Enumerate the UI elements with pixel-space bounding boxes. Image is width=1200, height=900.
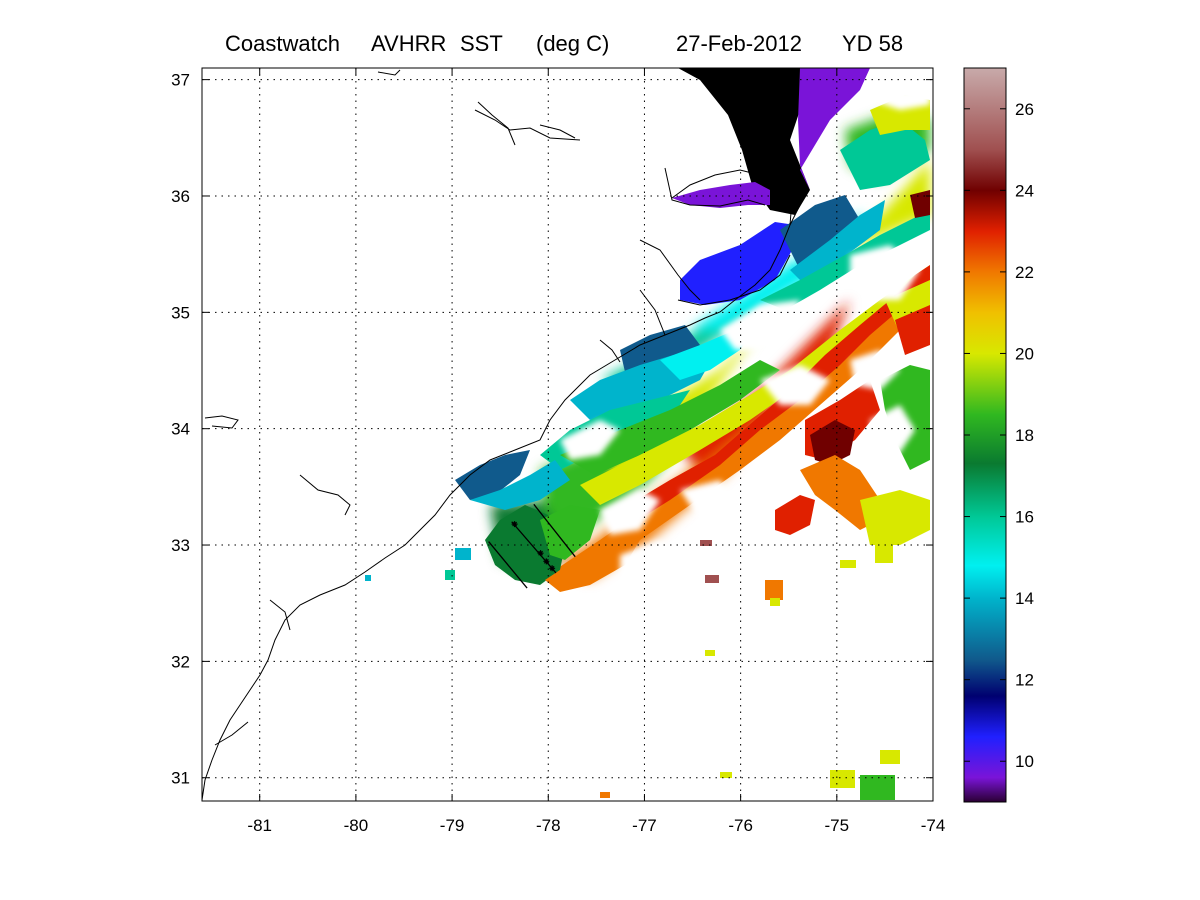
- figure-title: Coastwatch AVHRR SST (deg C) 27-Feb-2012…: [225, 31, 903, 56]
- pixel-patch: [880, 750, 900, 764]
- pixel-patch: [830, 770, 855, 788]
- station-marker: [549, 565, 556, 572]
- x-tick-label: -76: [728, 816, 753, 835]
- x-tick-label: -75: [825, 816, 850, 835]
- black-cold-water: [678, 68, 870, 215]
- x-tick-label: -74: [921, 816, 946, 835]
- latitude-axis: 31 32 33 34 35 36 37: [171, 71, 933, 788]
- map-frame: [201, 67, 934, 802]
- pixel-patch: [840, 560, 856, 568]
- transect-line: [533, 503, 576, 558]
- albemarle-sound: [672, 182, 770, 208]
- y-tick-label: 35: [171, 303, 190, 322]
- cloud-mask: [560, 90, 930, 590]
- station-marker: [543, 558, 550, 565]
- pixel-patch: [700, 540, 712, 546]
- red-patch-south: [775, 495, 815, 535]
- colorbar-gradient: [963, 67, 1007, 803]
- transect-line: [511, 521, 557, 574]
- outer-banks-shelf: [780, 195, 860, 270]
- sst-field: [202, 68, 930, 801]
- violet-cold-water: [798, 68, 870, 190]
- colorbar-tick-label: 16: [1015, 508, 1034, 527]
- northern-shelf-green: [840, 120, 930, 190]
- title-variable: SST: [460, 31, 503, 56]
- title-units: (deg C): [536, 31, 609, 56]
- colorbar-tick-label: 22: [1015, 263, 1034, 282]
- coastline: [202, 69, 806, 801]
- stations: [511, 521, 556, 572]
- red-offshore-east: [895, 305, 930, 355]
- colorbar-tick-label: 24: [1015, 181, 1034, 200]
- transect-light-green: [540, 505, 600, 560]
- colorbar-tick-label: 10: [1015, 752, 1034, 771]
- title-product: Coastwatch: [225, 31, 340, 56]
- pamlico-sound: [680, 222, 795, 305]
- pixel-patch: [600, 792, 610, 798]
- colorbar-tick-label: 12: [1015, 671, 1034, 690]
- map-grid: [202, 68, 934, 801]
- colorbar-tick-label: 14: [1015, 589, 1034, 608]
- pixel-patch: [705, 575, 719, 583]
- station-marker: [511, 521, 518, 528]
- pixel-patch: [705, 650, 715, 656]
- title-yearday: YD 58: [842, 31, 903, 56]
- orange-plume: [800, 455, 880, 530]
- orange-near-transects: [545, 540, 640, 592]
- x-tick-label: -81: [247, 816, 272, 835]
- shelf-green-band: [560, 360, 780, 475]
- pixel-patch: [765, 580, 783, 600]
- sst-colorbar: 10 12 14 16 18 20 22 24 26: [963, 67, 1034, 803]
- y-tick-label: 32: [171, 652, 190, 671]
- y-tick-label: 37: [171, 71, 190, 90]
- red-north-patch: [910, 190, 930, 218]
- transects: [488, 503, 576, 589]
- longitude-axis: -81 -80 -79 -78 -77 -76 -75 -74: [247, 68, 945, 835]
- pixel-patch: [365, 575, 371, 581]
- pixel-patch: [875, 545, 893, 563]
- y-tick-label: 36: [171, 187, 190, 206]
- colorbar-tick-label: 20: [1015, 344, 1034, 363]
- transect-line: [488, 541, 528, 589]
- pixel-patch: [445, 570, 455, 580]
- y-tick-label: 33: [171, 536, 190, 555]
- shelf-break-front: [760, 210, 930, 310]
- title-sensor: AVHRR: [371, 31, 446, 56]
- x-tick-label: -78: [536, 816, 561, 835]
- pixel-patch: [455, 548, 471, 560]
- y-tick-label: 31: [171, 769, 190, 788]
- station-marker: [537, 550, 544, 557]
- x-tick-label: -77: [632, 816, 657, 835]
- pixel-patch: [860, 775, 895, 800]
- yellow-band: [580, 265, 930, 505]
- pixel-patch: [720, 772, 732, 778]
- colorbar-tick-label: 18: [1015, 426, 1034, 445]
- northern-shelf-cyan: [790, 200, 885, 285]
- colorbar-ticks: 10 12 14 16 18 20 22 24 26: [964, 100, 1034, 771]
- cape-fear-coastal: [455, 450, 530, 500]
- x-tick-label: -80: [344, 816, 369, 835]
- warm-eddy-core: [810, 420, 855, 465]
- yellow-offshore-south: [860, 490, 930, 545]
- pixel-patch: [770, 598, 780, 606]
- x-tick-label: -79: [440, 816, 465, 835]
- y-tick-label: 34: [171, 420, 190, 439]
- title-date: 27-Feb-2012: [676, 31, 802, 56]
- map-panel: -81 -80 -79 -78 -77 -76 -75 -74 31 32 33 34 35 36 37: [171, 67, 945, 835]
- colorbar-tick-label: 26: [1015, 100, 1034, 119]
- cape-fear-shelf: [470, 460, 570, 510]
